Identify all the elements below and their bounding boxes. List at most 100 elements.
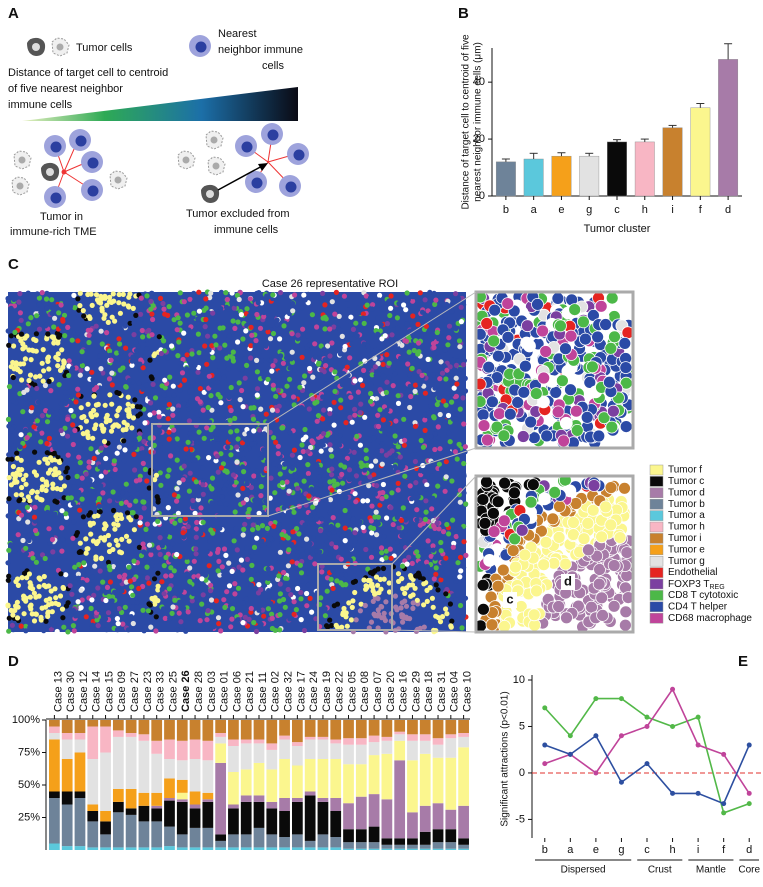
x-tick-label: Case 25: [167, 671, 179, 712]
cell: [138, 357, 144, 363]
cell: [604, 341, 618, 355]
cell: [70, 535, 76, 541]
cell: [20, 440, 26, 446]
inset-frame: [474, 474, 635, 634]
cell: [9, 433, 15, 439]
cell: [422, 516, 429, 523]
point: [721, 801, 727, 807]
cell: [177, 517, 183, 524]
cell: [27, 396, 33, 402]
cell: [411, 347, 417, 354]
cell: [112, 526, 118, 532]
cell: [432, 385, 438, 391]
cell: [235, 339, 241, 345]
cell: [292, 367, 298, 373]
cell: [170, 604, 176, 610]
cell: [49, 536, 56, 543]
cell: [302, 373, 308, 379]
bar-segment: [407, 720, 418, 735]
cell: [413, 480, 419, 486]
bar-segment: [176, 779, 188, 793]
cell: [208, 393, 214, 399]
point: [746, 801, 752, 807]
cell: [126, 413, 132, 419]
cell: [365, 566, 371, 572]
bar-segment: [202, 740, 214, 761]
cell: [455, 358, 461, 364]
bar-segment: [202, 720, 214, 741]
bar-segment: [317, 834, 329, 848]
cell: [370, 350, 377, 356]
cell: [559, 416, 573, 430]
cell: [131, 558, 137, 564]
bar-segment: [215, 733, 227, 737]
cell: [52, 586, 58, 592]
cell: [140, 574, 146, 580]
cell: [230, 472, 236, 478]
cell: [116, 405, 123, 411]
cell: [218, 415, 224, 422]
cell: [121, 470, 127, 476]
cell: [16, 498, 22, 504]
cell: [406, 554, 412, 561]
immune-icon: [81, 151, 103, 173]
cell: [447, 377, 453, 383]
cell: [551, 291, 565, 305]
cell: [285, 400, 291, 406]
cell: [373, 509, 379, 515]
bar-segment: [228, 847, 239, 850]
point: [695, 742, 701, 748]
cell: [375, 400, 382, 406]
cell: [196, 493, 202, 499]
cell: [124, 422, 130, 428]
cell: [305, 582, 311, 588]
cell: [75, 296, 81, 302]
cell: [405, 297, 411, 303]
cell: [221, 597, 227, 603]
cell: [367, 295, 374, 301]
cell: [224, 355, 230, 361]
bar-segment: [49, 843, 60, 850]
cell: [74, 530, 80, 536]
point: [542, 705, 548, 711]
cell: [185, 524, 191, 530]
cell: [5, 577, 11, 583]
cell: [608, 330, 621, 344]
bar-segment: [151, 792, 163, 806]
cell: [295, 336, 301, 342]
cell: [206, 563, 212, 569]
cell: [279, 480, 286, 486]
bar-segment: [138, 720, 150, 735]
cell: [249, 562, 255, 569]
cell: [174, 446, 180, 452]
bar-segment: [164, 759, 175, 779]
cell: [80, 308, 86, 314]
cell: [433, 582, 439, 588]
cell: [34, 291, 40, 297]
bar-segment: [279, 735, 290, 740]
cell: [383, 494, 389, 500]
cell: [6, 573, 12, 579]
cell: [150, 303, 156, 309]
cell: [10, 374, 16, 381]
cell: [261, 314, 267, 320]
cell: [119, 536, 125, 543]
cell: [340, 480, 346, 486]
cell: [410, 356, 416, 362]
bar-segment: [432, 829, 444, 843]
cell: [186, 418, 192, 424]
cell: [393, 418, 399, 424]
cell: [364, 375, 370, 381]
cell: [39, 413, 46, 419]
y-axis-label: Significant attractions (p<0.01): [500, 691, 511, 826]
cell: [129, 386, 135, 392]
cell: [18, 317, 24, 323]
bar-segment: [74, 720, 86, 733]
cell: [441, 340, 447, 346]
bar: [718, 59, 739, 197]
cell: [426, 362, 432, 368]
cell: [357, 519, 363, 525]
cell: [146, 542, 153, 548]
cell: [98, 555, 104, 561]
bar-segment: [125, 788, 137, 809]
